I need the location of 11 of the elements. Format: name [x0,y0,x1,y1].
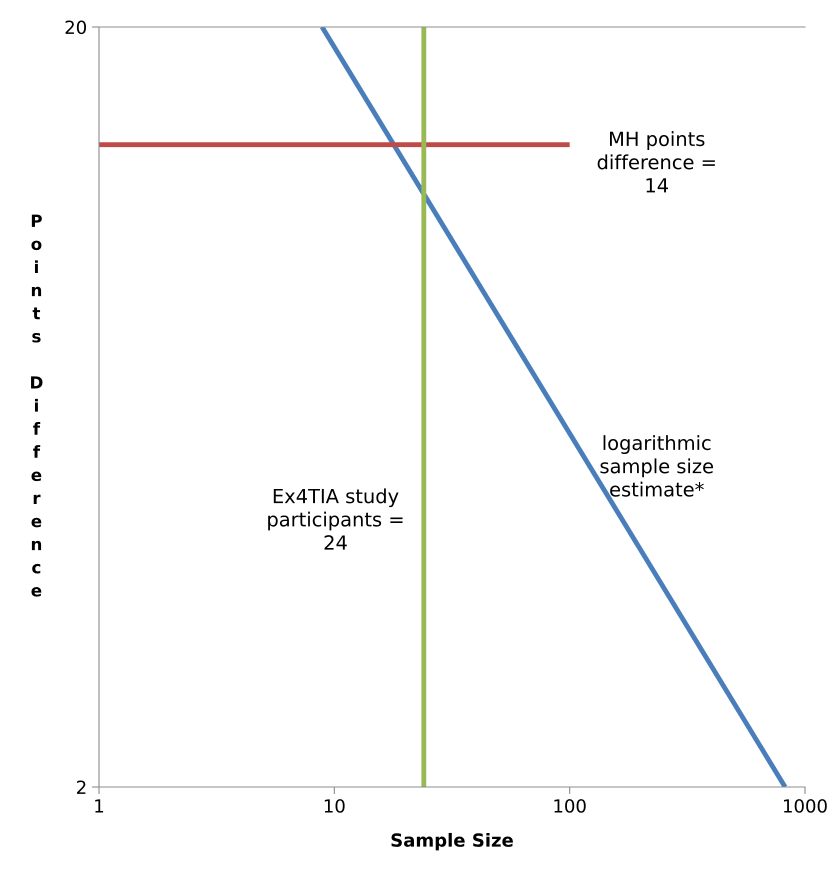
text: Points Difference [31,214,42,597]
x-tick-label: 100 [554,799,586,813]
annotation: logarithmic sample size estimate* [600,435,713,497]
x-tick-label: 1 [95,799,104,813]
y-tick-label: 20 [66,20,86,34]
annotation: MH points difference = 14 [598,131,715,192]
x-axis-title: Sample Size [391,832,513,850]
y-tick-label: 2 [77,780,86,794]
x-tick-label: 10 [324,799,345,813]
annotation: Ex4TIA study participants = 24 [268,488,403,550]
x-tick-label: 1000 [784,799,827,813]
